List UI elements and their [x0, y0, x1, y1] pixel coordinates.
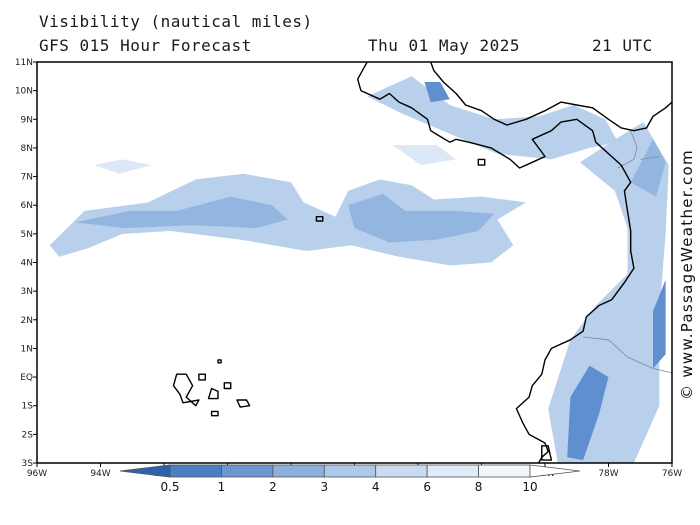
y-tick-label: 6N	[21, 201, 33, 211]
island-outline-7	[217, 359, 222, 364]
visibility-fill-layer	[49, 76, 669, 463]
island-outline-9	[541, 445, 553, 461]
colorbar-segment	[169, 464, 222, 478]
colorbar: 0.5 1 2 3 4 6 8 10	[119, 464, 581, 494]
y-tick-label: 2N	[21, 316, 33, 326]
colorbar-label: 0.5	[160, 480, 179, 494]
colorbar-label: 8	[475, 480, 483, 494]
forecast-time: 21 UTC	[592, 36, 653, 55]
x-tick-label: 96W	[27, 469, 47, 479]
y-tick-label: 3N	[21, 287, 33, 297]
chart-title: Visibility (nautical miles)	[39, 12, 313, 31]
border-line-3	[640, 156, 660, 160]
y-tick-label: 1N	[21, 344, 33, 354]
x-tick-label: 78W	[598, 469, 618, 479]
island-outline-8	[223, 382, 232, 390]
y-tick-label: 11N	[15, 58, 33, 68]
forecast-date: Thu 01 May 2025	[368, 36, 520, 55]
watermark-credit: © www.PassageWeather.com	[678, 149, 696, 400]
colorbar-segment	[375, 464, 428, 478]
coastlines	[172, 62, 672, 463]
colorbar-label: 10	[522, 480, 537, 494]
island-outline-5	[236, 399, 251, 408]
visibility-area-8	[630, 139, 666, 197]
colorbar-segment	[323, 464, 377, 478]
visibility-area-5	[567, 365, 609, 461]
island-outline-11	[315, 216, 324, 222]
forecast-label: GFS 015 Hour Forecast	[39, 36, 252, 55]
colorbar-low-triangle	[119, 464, 171, 478]
colorbar-label: 1	[218, 480, 226, 494]
visibility-area-0	[49, 173, 526, 266]
visibility-area-7	[424, 82, 450, 103]
coastline-1	[430, 62, 672, 132]
visibility-area-9	[94, 159, 152, 174]
island-outline-2	[172, 373, 200, 407]
colorbar-label: 6	[423, 480, 431, 494]
colorbar-label: 4	[372, 480, 380, 494]
visibility-area-1	[75, 196, 288, 229]
colorbar-segment	[272, 464, 325, 478]
y-tick-label: EQ	[20, 373, 33, 383]
y-tick-label: 5N	[21, 230, 33, 240]
y-tick-label: 4N	[21, 259, 33, 269]
island-outline-6	[210, 410, 219, 417]
island-outline-10	[477, 158, 486, 166]
island-outline-4	[198, 373, 206, 381]
country-borders	[535, 130, 672, 463]
visibility-area-4	[548, 122, 669, 463]
x-tick-label: 76W	[662, 469, 682, 479]
colorbar-label: 3	[320, 480, 328, 494]
x-tick-label: 94W	[90, 469, 110, 479]
y-tick-label: 2S	[22, 430, 34, 440]
colorbar-high-triangle	[529, 464, 581, 478]
y-tick-label: 1S	[22, 402, 34, 412]
y-tick-label: 8N	[21, 144, 33, 154]
visibility-area-2	[348, 193, 495, 243]
island-outline-3	[207, 387, 219, 400]
colorbar-segment	[221, 464, 274, 478]
y-tick-label: 9N	[21, 115, 33, 125]
y-tick-label: 3S	[22, 459, 34, 469]
y-tick-label: 7N	[21, 173, 33, 183]
colorbar-label: 2	[269, 480, 277, 494]
visibility-area-10	[392, 145, 457, 166]
border-line-1	[583, 336, 672, 374]
coastline-0	[357, 62, 635, 463]
visibility-area-6	[653, 279, 666, 369]
y-tick-label: 10N	[15, 87, 33, 97]
colorbar-segment	[426, 464, 479, 478]
colorbar-segment	[478, 464, 531, 478]
border-line-0	[617, 130, 638, 169]
